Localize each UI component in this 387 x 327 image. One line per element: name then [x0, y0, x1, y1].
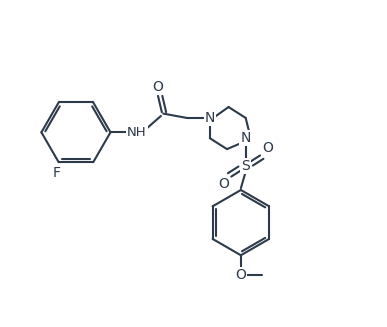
Text: O: O — [152, 80, 163, 94]
Text: F: F — [52, 166, 60, 180]
Text: O: O — [235, 268, 246, 283]
Text: N: N — [240, 131, 251, 145]
Text: NH: NH — [127, 126, 147, 139]
Text: O: O — [218, 177, 229, 191]
Text: N: N — [205, 111, 215, 125]
Text: O: O — [262, 141, 273, 155]
Text: S: S — [241, 159, 250, 173]
